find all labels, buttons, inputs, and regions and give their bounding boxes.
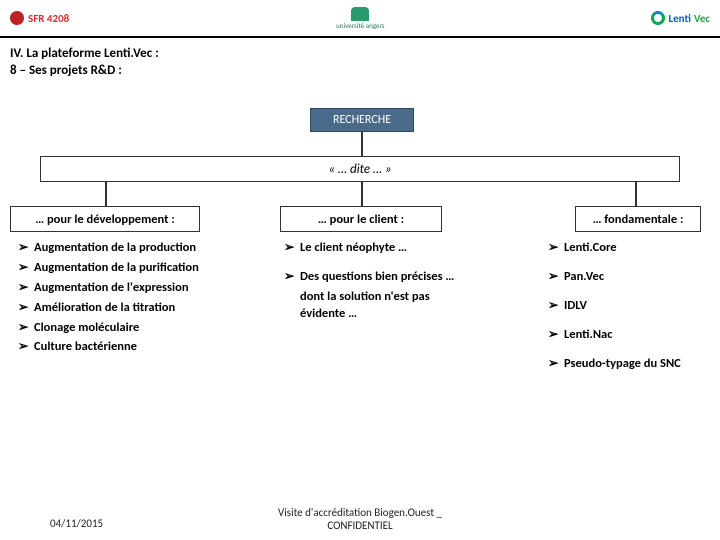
- logo-sfr-text: SFR 4208: [28, 12, 69, 25]
- swirl-icon: [651, 11, 665, 25]
- header: SFR 4208 université angers Lenti Vec: [0, 0, 720, 38]
- footer-center: Visite d'accréditation Biogen.Ouest _ CO…: [0, 506, 720, 532]
- list-item: ➢Lenti.Core: [548, 240, 718, 257]
- bullet-icon: ➢: [18, 240, 28, 257]
- bullet-icon: ➢: [284, 269, 294, 286]
- bullet-icon: ➢: [548, 298, 558, 315]
- diagram-root: RECHERCHE: [310, 108, 414, 132]
- bullet-icon: ➢: [548, 240, 558, 257]
- logo-angers: université angers: [336, 7, 384, 30]
- list-item: ➢Pan.Vec: [548, 269, 718, 286]
- connector-line: [361, 182, 363, 206]
- bullet-icon: ➢: [548, 269, 558, 286]
- list-item: ➢Culture bactérienne: [18, 339, 208, 356]
- bullet-icon: ➢: [18, 320, 28, 337]
- col3-body: ➢Lenti.Core ➢Pan.Vec ➢IDLV ➢Lenti.Nac ➢P…: [548, 240, 718, 384]
- list-item: ➢Pseudo-typage du SNC: [548, 356, 718, 373]
- col2-heading: … pour le client :: [280, 206, 442, 232]
- footer-line1: Visite d'accréditation Biogen.Ouest _: [278, 506, 442, 519]
- bullet-icon: ➢: [18, 300, 28, 317]
- bullet-icon: ➢: [18, 260, 28, 277]
- logo-vec: Vec: [694, 12, 710, 25]
- bullet-icon: ➢: [284, 240, 294, 257]
- footer-line2: CONFIDENTIEL: [327, 519, 392, 532]
- col3-heading: … fondamentale :: [575, 206, 701, 232]
- logo-dot-icon: [10, 11, 24, 25]
- diagram-quote: « … dite … »: [40, 156, 680, 182]
- logo-angers-text: université angers: [336, 21, 384, 30]
- logo-sfr: SFR 4208: [10, 11, 69, 25]
- list-item: ➢Le client néophyte …: [284, 240, 464, 257]
- connector-line: [635, 182, 637, 206]
- bullet-icon: ➢: [18, 339, 28, 356]
- list-item: ➢Augmentation de la production: [18, 240, 208, 257]
- slide-title: IV. La plateforme Lenti.Vec : 8 – Ses pr…: [0, 38, 720, 84]
- title-line1: IV. La plateforme Lenti.Vec :: [10, 46, 710, 63]
- bullet-icon: ➢: [18, 280, 28, 297]
- bullet-icon: ➢: [548, 327, 558, 344]
- col1-heading: … pour le développement :: [10, 206, 200, 232]
- col1-body: ➢Augmentation de la production ➢Augmenta…: [18, 240, 208, 359]
- list-item: ➢Amélioration de la titration: [18, 300, 208, 317]
- connector-line: [105, 182, 107, 206]
- bullet-icon: ➢: [548, 356, 558, 373]
- logo-lenti: Lenti: [668, 12, 690, 25]
- list-item: ➢Des questions bien précises …: [284, 269, 464, 286]
- list-item: ➢Lenti.Nac: [548, 327, 718, 344]
- list-item-tail: dont la solution n'est pas évidente …: [300, 289, 464, 323]
- list-item: ➢IDLV: [548, 298, 718, 315]
- list-item: ➢Clonage moléculaire: [18, 320, 208, 337]
- list-item: ➢Augmentation de l'expression: [18, 280, 208, 297]
- angers-icon: [351, 7, 369, 21]
- title-line2: 8 – Ses projets R&D :: [10, 63, 710, 80]
- col2-body: ➢Le client néophyte … ➢Des questions bie…: [284, 240, 464, 335]
- connector-line: [361, 132, 363, 156]
- logo-lentivec: Lenti Vec: [651, 11, 710, 25]
- list-item: ➢Augmentation de la purification: [18, 260, 208, 277]
